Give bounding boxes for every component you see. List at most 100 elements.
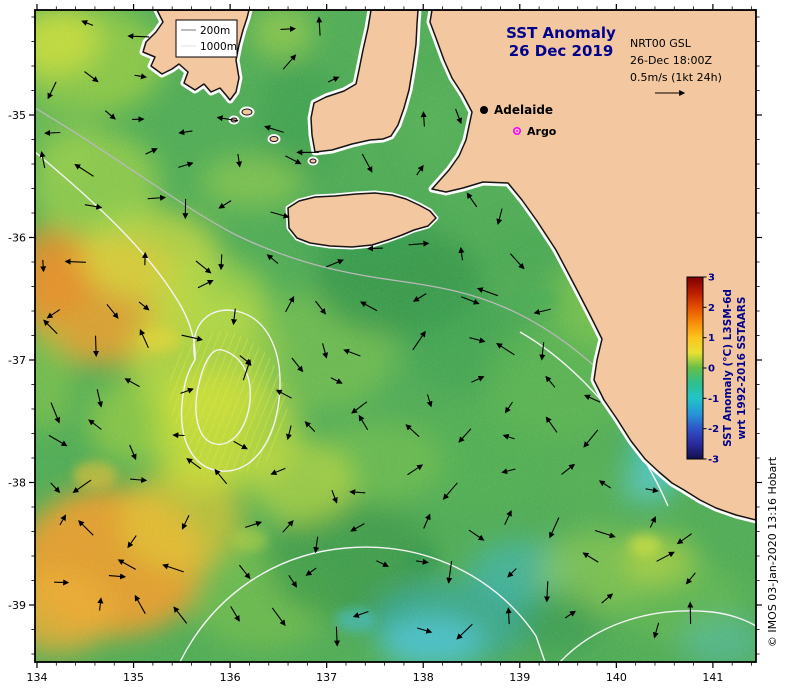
colorbar: 3 2 1 0 -1 -2 -3 SST Anomaly (°C) L3SM-6d wrt …	[686, 273, 748, 466]
colorbar-gradient	[686, 276, 704, 460]
current-vector	[360, 301, 378, 312]
current-vector	[423, 513, 431, 529]
current-vector	[549, 517, 560, 539]
current-vector	[282, 54, 297, 70]
current-vector	[509, 253, 525, 270]
current-vector	[129, 444, 137, 461]
current-vector	[594, 529, 616, 539]
current-vector	[214, 468, 228, 485]
current-vector	[652, 622, 660, 639]
current-vector	[130, 476, 148, 484]
current-vector	[685, 572, 696, 585]
current-vector	[442, 482, 458, 500]
current-vector	[275, 389, 292, 399]
current-vector	[127, 33, 150, 40]
current-vector	[455, 108, 463, 125]
current-vector	[216, 115, 239, 122]
current-vector	[46, 309, 61, 319]
current-vector	[145, 148, 158, 155]
current-vector	[181, 334, 204, 342]
current-vector	[446, 560, 453, 584]
current-vector	[81, 20, 94, 26]
current-vector	[271, 607, 286, 627]
colorbar-tick-label: 2	[708, 303, 715, 314]
map-area	[35, 10, 756, 662]
current-vectors	[39, 16, 696, 647]
current-vector	[376, 560, 389, 567]
current-vector	[285, 295, 295, 313]
current-vector	[417, 627, 433, 634]
current-vector	[93, 335, 100, 358]
legend-box	[175, 19, 238, 58]
current-vector	[316, 16, 323, 36]
current-vector	[106, 303, 119, 319]
current-vector	[676, 533, 693, 545]
current-vector	[74, 163, 94, 177]
current-vector	[505, 607, 512, 625]
colorbar-tick-label: -1	[708, 394, 719, 405]
current-vector	[233, 440, 248, 450]
current-vector	[264, 125, 284, 133]
current-vector	[458, 246, 465, 261]
current-vector	[108, 573, 127, 580]
current-vector	[331, 490, 338, 504]
current-vector	[134, 73, 147, 80]
y-axis: -35 -36 -37 -38 -39	[8, 16, 762, 655]
current-vector	[351, 401, 368, 414]
colorbar-title-line1: SST Anomaly (°C) L3SM-6d	[722, 289, 734, 447]
current-vector	[367, 245, 383, 252]
x-axis-tick-label: 139	[509, 671, 530, 684]
current-vector	[180, 387, 194, 394]
current-vector	[178, 129, 193, 136]
current-vector	[645, 487, 659, 494]
current-vector	[127, 535, 137, 549]
islet	[309, 158, 317, 164]
current-vector	[412, 293, 427, 302]
current-vector	[545, 416, 558, 433]
map-date: 26 Dec 2019	[509, 42, 614, 60]
current-vector	[270, 467, 286, 475]
colorbar-tick-label: 1	[708, 333, 715, 344]
land-masses	[142, 10, 756, 521]
current-vector	[561, 463, 576, 475]
colorbar-tick-label: -3	[708, 455, 719, 466]
current-vector	[350, 523, 365, 532]
current-vector	[139, 328, 149, 349]
argo-label: Argo	[527, 125, 557, 138]
current-vector	[466, 192, 478, 208]
current-vector	[104, 110, 116, 120]
current-vector	[238, 564, 251, 580]
current-vector	[416, 558, 429, 565]
bathymetry-contour-1000m	[180, 309, 281, 472]
current-vector	[496, 343, 515, 356]
current-vector	[343, 348, 361, 357]
current-vector	[50, 482, 61, 493]
colorbar-title-line2: wrt 1992-2016 SSTAARS	[736, 297, 748, 440]
current-vector	[539, 342, 546, 361]
current-vector	[412, 330, 426, 351]
current-vector	[97, 597, 104, 611]
current-vector	[507, 568, 517, 578]
current-vector	[313, 536, 320, 554]
current-vector	[178, 161, 194, 168]
product-datetime: 26-Dec 18:00Z	[630, 54, 712, 67]
current-vector	[468, 529, 485, 541]
current-vector	[186, 457, 202, 470]
current-vector	[304, 421, 316, 432]
current-vector	[545, 375, 556, 388]
current-vector	[564, 610, 577, 619]
colorbar-tick-label: -2	[708, 424, 719, 435]
current-vector	[476, 287, 498, 297]
argo-marker-dot-icon	[516, 130, 518, 132]
current-vector	[48, 434, 68, 447]
current-vector	[195, 260, 212, 274]
current-vector	[333, 626, 341, 647]
current-vector	[583, 429, 599, 448]
current-vector	[496, 208, 503, 225]
y-axis-tick-label: -37	[8, 354, 26, 367]
current-vector	[504, 401, 513, 414]
credit-text: © IMOS 03-Jan-2020 13:16 Hobart	[766, 456, 779, 647]
current-vector	[286, 425, 292, 441]
colorbar-ticks: 3 2 1 0 -1 -2 -3	[703, 273, 719, 466]
legend-200m-label: 200m	[200, 25, 230, 37]
